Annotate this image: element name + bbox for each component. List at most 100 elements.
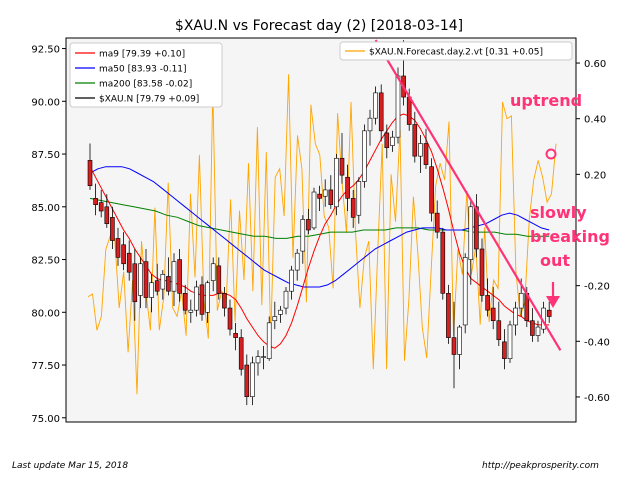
candle-body [406,96,412,125]
candle-body [546,309,552,317]
annotation-text: slowly [530,203,587,222]
candle-body [227,307,233,330]
legend-entry-label: ma9 [79.39 +0.10] [99,50,185,60]
y-left-tick-label: 80.00 [31,308,60,319]
trend-line [374,39,562,351]
candle-body [132,263,138,303]
candle-body [496,320,502,341]
candle-body [238,337,244,370]
candle-body [429,166,434,214]
candle-body [462,257,468,326]
candle-body [474,206,479,250]
candle-body [390,136,395,146]
legend-entry-label: ma50 [83.93 -0.11] [99,65,187,75]
candle-body [535,326,541,336]
candle-body [121,244,126,265]
candle-body [210,263,216,281]
candle-body [300,219,306,252]
candle-body [485,295,490,311]
candle-body [205,282,210,313]
candle-body [222,292,227,309]
candle-body [350,198,356,218]
candle-body [154,280,160,292]
candle-body [468,206,474,260]
candle-body [194,286,199,311]
candle-body [98,202,104,212]
candle-body [334,157,339,208]
candle-body [126,252,132,273]
candle-body [345,176,350,199]
legend-right-box [339,41,573,61]
candle-body [87,160,93,186]
annotation-text: breaking [530,227,610,246]
candle-body [311,191,317,229]
candle-body [283,290,289,309]
annotation-circle-marker [545,148,557,160]
legend-entry-label: $XAU.N [79.79 +0.09] [99,95,199,105]
candle-body [115,238,121,258]
candle-body [182,292,188,311]
candle-body [446,292,451,338]
candle-body [171,261,177,292]
y-right-tick-label: -0.20 [584,282,610,293]
candle-body [255,356,261,364]
candle-body [233,333,238,338]
y-left-tick-label: 92.50 [31,45,60,56]
candle-body [513,307,518,326]
candle-body [395,75,401,138]
y-left-tick-label: 77.50 [31,361,60,372]
candle-body [104,206,110,224]
candle-body [367,117,373,132]
footer-update-date: Last update Mar 15, 2018 [12,461,129,471]
candle-body [502,341,507,360]
y-right-tick-label: 0.20 [584,170,606,181]
candle-body [530,320,535,336]
y-left-tick-label: 90.00 [31,97,60,108]
forecast-series-line [87,74,557,395]
candle-body [317,193,322,199]
candle-body [328,189,334,205]
candle-body [356,181,362,216]
candle-body [143,261,149,298]
candle-body [418,143,423,157]
candle-body [138,263,143,296]
legend-entry-label: ma200 [83.58 -0.02] [99,80,192,90]
candle-body [188,309,194,313]
candle-body [166,276,171,292]
candle-body [278,309,283,315]
y-right-tick-label: -0.40 [584,337,610,348]
y-right-tick-label: -0.60 [584,393,610,404]
candle-body [110,217,115,241]
candle-body [412,124,418,157]
annotation-text: out [540,251,570,270]
candle-body [490,307,496,322]
candle-body [199,284,205,315]
y-left-tick-label: 75.00 [31,414,60,425]
candle-body [457,326,462,355]
candle-body [362,130,367,182]
candle-body [339,157,345,176]
candle-body [160,274,166,290]
candle-body [440,231,446,294]
footer-website-url: http://peakprosperity.com [482,461,599,471]
chart-title: $XAU.N vs Forecast day (2) [2018-03-14] [175,18,463,34]
annotation-text: uptrend [510,91,582,110]
candle-body [507,324,513,360]
candle-body [434,212,440,233]
legend-entry-label: $XAU.N.Forecast.day.2.vt [0.31 +0.05] [369,48,543,58]
candle-body [451,337,457,355]
y-right-tick-label: 0.60 [584,59,606,70]
candle-body [250,362,255,397]
candle-body [518,292,524,309]
candle-body [93,198,98,205]
candle-body [294,252,300,271]
candle-body [306,219,311,231]
candle-body [272,316,278,322]
y-right-tick-label: 0.40 [584,115,606,126]
candle-body [322,189,328,197]
annotation-arrow-head [546,296,560,308]
candle-body [266,322,272,360]
candle-body [479,248,485,296]
candle-body [373,92,378,119]
